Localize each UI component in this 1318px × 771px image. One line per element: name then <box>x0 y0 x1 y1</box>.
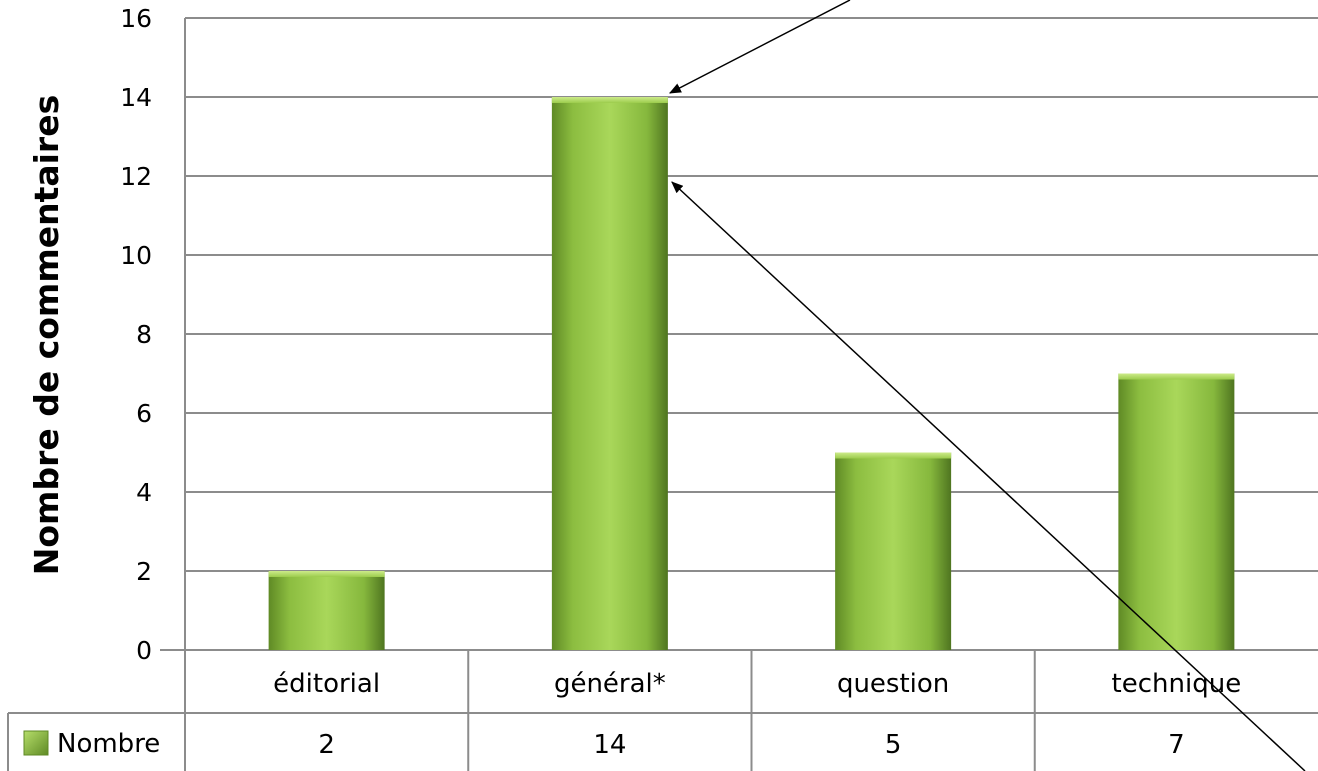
y-tick-label: 2 <box>136 557 152 586</box>
bar-0 <box>268 571 385 650</box>
arrow-annotation-2 <box>671 181 1306 771</box>
y-tick-label: 0 <box>136 636 152 665</box>
bar-top-bevel <box>835 452 952 459</box>
bar-2 <box>835 452 952 650</box>
bars <box>268 97 1235 650</box>
bar-body <box>551 97 668 650</box>
bar-1 <box>551 97 668 650</box>
y-tick-label: 6 <box>136 399 152 428</box>
y-tick-label: 4 <box>136 478 152 507</box>
bar-top-bevel <box>1118 373 1235 380</box>
value-label: 14 <box>593 730 626 760</box>
y-tick-label: 16 <box>120 4 152 33</box>
y-tick-label: 8 <box>136 320 152 349</box>
legend-label: Nombre <box>57 729 160 759</box>
y-tick-label: 14 <box>120 83 152 112</box>
bar-top-bevel <box>551 97 668 103</box>
bar-top-bevel <box>268 571 385 577</box>
value-label: 2 <box>318 730 335 760</box>
bar-3 <box>1118 373 1235 650</box>
labels: Nombre de commentaires éditorial 2 général… <box>27 95 1241 760</box>
bar-body <box>268 571 385 650</box>
y-axis-ticks: 0 2 4 6 8 10 12 14 16 <box>120 4 152 665</box>
value-label: 7 <box>1168 730 1185 760</box>
bar-body <box>1118 373 1235 650</box>
legend-swatch <box>23 730 49 756</box>
category-label: technique <box>1112 669 1242 699</box>
bar-body <box>835 452 952 650</box>
legend: Nombre <box>23 729 160 759</box>
value-label: 5 <box>885 730 902 760</box>
y-axis-label: Nombre de commentaires <box>27 95 66 575</box>
annotations <box>668 0 1306 771</box>
y-tick-label: 10 <box>120 241 152 270</box>
category-label: général* <box>554 669 666 699</box>
category-label: éditorial <box>273 669 380 699</box>
grid-lines <box>184 17 1318 771</box>
y-tick-label: 12 <box>120 162 152 191</box>
category-label: question <box>837 669 949 699</box>
arrow-annotation-1 <box>668 0 851 94</box>
